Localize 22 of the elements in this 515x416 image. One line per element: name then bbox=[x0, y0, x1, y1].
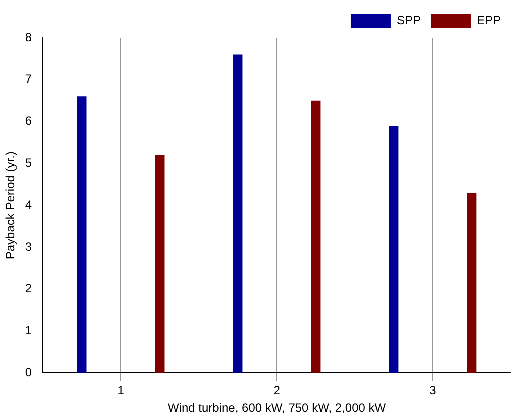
x-tick-label: 3 bbox=[430, 384, 437, 398]
y-tick-label: 4 bbox=[25, 198, 32, 212]
y-tick-label: 8 bbox=[25, 30, 32, 44]
legend-label: SPP bbox=[396, 13, 421, 28]
y-tick-label: 3 bbox=[25, 240, 32, 254]
x-tick-label: 1 bbox=[118, 384, 125, 398]
bar bbox=[389, 126, 399, 374]
bar bbox=[233, 54, 243, 374]
bar bbox=[311, 100, 321, 374]
y-axis-title: Payback Period (yr.) bbox=[4, 152, 18, 260]
x-tick-label: 2 bbox=[274, 384, 281, 398]
bar bbox=[467, 193, 477, 374]
y-tick-label: 1 bbox=[25, 324, 32, 338]
y-tick-label: 6 bbox=[25, 114, 32, 128]
y-tick-label: 7 bbox=[25, 72, 32, 86]
y-tick-label: 2 bbox=[25, 282, 32, 296]
x-axis-title: Wind turbine, 600 kW, 750 kW, 2,000 kW bbox=[168, 401, 387, 416]
legend-label: EPP bbox=[476, 13, 502, 28]
y-tick-label: 5 bbox=[25, 156, 32, 170]
y-tick-label: 0 bbox=[25, 366, 32, 380]
bar bbox=[155, 155, 165, 374]
bar bbox=[77, 96, 87, 374]
